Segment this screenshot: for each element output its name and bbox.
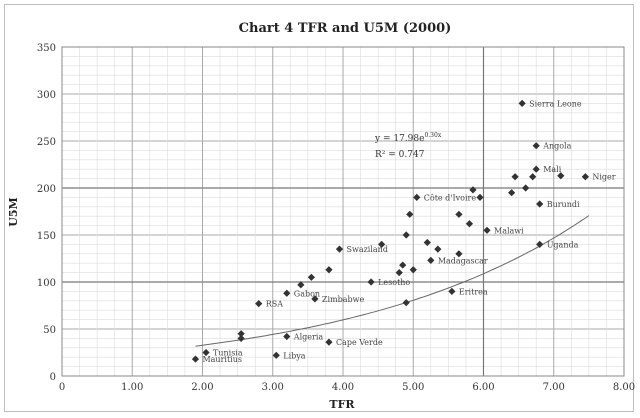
point-label: Mauritius [202, 355, 242, 364]
data-point [297, 281, 305, 289]
point-label: Madagascar [438, 256, 488, 265]
point-label: Algeria [293, 333, 324, 342]
grid [61, 46, 625, 377]
data-point [255, 300, 263, 308]
x-tick-label: 6.00 [472, 382, 494, 393]
x-tick-label: 1.00 [121, 382, 143, 393]
data-point [557, 172, 565, 180]
data-point [202, 348, 210, 357]
point-label: Burundi [547, 200, 580, 209]
data-point [378, 240, 386, 248]
data-point [399, 261, 407, 269]
trendline-equation: y = 17.98e0.30x [374, 132, 442, 144]
data-point [367, 278, 375, 286]
point-label: RSA [266, 300, 284, 309]
y-tick-label: 200 [37, 184, 56, 195]
x-tick-label: 2.00 [191, 382, 213, 393]
data-point [434, 245, 442, 253]
data-point [402, 231, 410, 239]
data-point [311, 295, 319, 303]
data-point [283, 289, 291, 297]
data-points [191, 99, 589, 363]
x-tick-label: 0 [59, 382, 65, 393]
data-point [448, 287, 456, 295]
point-label: Uganda [547, 240, 579, 249]
chart-frame [4, 4, 634, 412]
y-axis-ticks: 0 50 100 150 200 250 300 350 [37, 43, 56, 383]
data-point [423, 238, 431, 247]
point-label: Swaziland [346, 245, 387, 254]
y-axis-title: U5M [7, 197, 20, 226]
data-point [413, 193, 421, 201]
data-point [402, 299, 410, 307]
y-tick-label: 150 [37, 231, 56, 242]
trendline [195, 215, 590, 347]
data-point [325, 338, 333, 346]
data-point [529, 173, 537, 181]
point-label: Angola [542, 142, 571, 151]
data-point [581, 173, 589, 181]
data-point [191, 355, 200, 363]
data-point [522, 184, 530, 192]
point-label: Lesotho [378, 278, 410, 287]
point-label: Eritrea [459, 287, 488, 296]
x-tick-label: 3.00 [262, 382, 284, 393]
data-point [237, 334, 245, 342]
data-point [476, 193, 484, 201]
x-tick-label: 5.00 [402, 382, 424, 393]
data-point [427, 256, 435, 264]
x-axis-ticks: 0 1.00 2.00 3.00 4.00 5.00 6.00 7.00 8.00 [59, 382, 635, 393]
point-label: Mali [543, 165, 562, 174]
point-label: Niger [592, 173, 615, 182]
point-label: Gabon [294, 289, 320, 298]
point-label: Côte d'Ivoire [424, 193, 477, 202]
y-tick-label: 50 [43, 325, 56, 336]
data-point [532, 165, 540, 173]
data-point [455, 250, 463, 258]
trendline-r2: R² = 0.747 [375, 150, 425, 160]
x-tick-label: 7.00 [543, 382, 565, 393]
data-point [335, 245, 344, 253]
data-point [237, 330, 245, 338]
data-point [483, 226, 491, 234]
plot-area-border [61, 46, 625, 377]
point-label: Cape Verde [336, 338, 383, 347]
y-tick-label: 250 [37, 137, 56, 148]
point-label: Zimbabwe [322, 295, 365, 304]
point-label: Tunisia [213, 349, 243, 358]
y-tick-label: 100 [37, 278, 56, 289]
data-point [465, 220, 474, 228]
data-point [532, 142, 540, 150]
data-point [409, 266, 417, 274]
data-point [536, 240, 544, 248]
y-tick-label: 350 [37, 43, 56, 54]
point-label: Libya [283, 351, 306, 360]
data-point [511, 173, 519, 181]
data-point [406, 210, 414, 218]
chart-title: Chart 4 TFR and U5M (2000) [239, 21, 452, 36]
x-tick-label: 8.00 [613, 382, 635, 393]
data-point [283, 332, 291, 341]
x-axis-title: TFR [329, 398, 355, 411]
data-point [455, 210, 463, 218]
data-point [518, 99, 526, 107]
data-point [536, 200, 544, 208]
point-label: Sierra Leone [529, 99, 582, 108]
y-tick-label: 300 [37, 90, 56, 101]
data-point [325, 266, 333, 274]
y-tick-label: 0 [50, 372, 56, 383]
data-point [307, 273, 315, 281]
data-point [395, 269, 403, 277]
x-tick-label: 4.00 [332, 382, 354, 393]
data-point [272, 351, 280, 359]
data-point [508, 189, 516, 197]
data-point [469, 186, 477, 194]
point-label: Malawi [494, 226, 524, 235]
